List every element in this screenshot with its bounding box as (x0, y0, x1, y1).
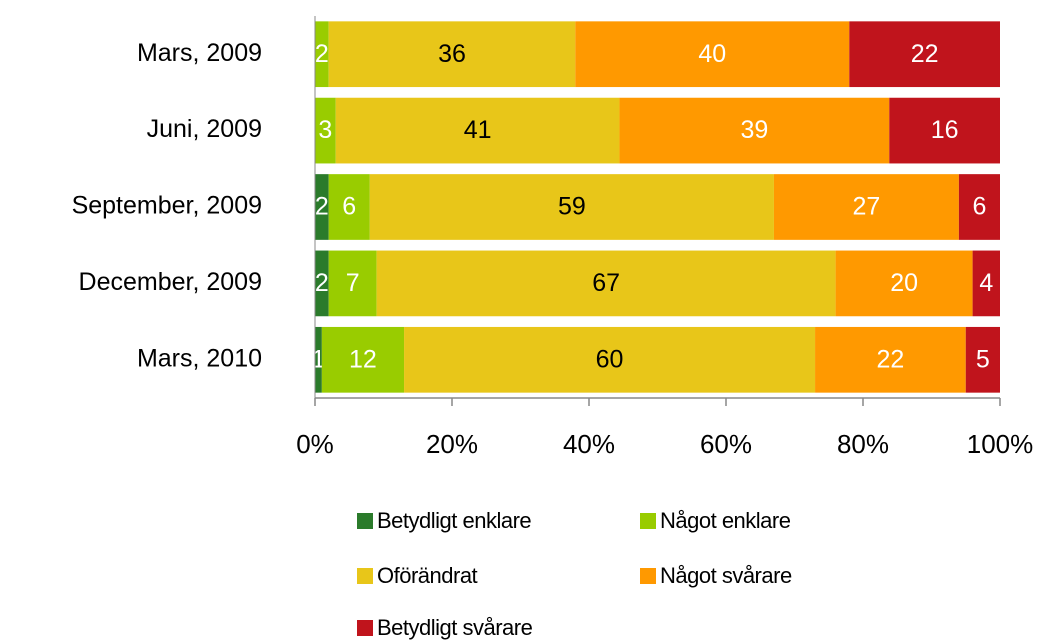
x-tick-label: 80% (837, 429, 889, 459)
x-tick-label: 20% (426, 429, 478, 459)
legend-label: Betydligt svårare (377, 615, 533, 640)
bar-segment (369, 174, 774, 240)
value-label: 27 (853, 193, 881, 221)
value-label: 20 (890, 269, 918, 297)
bar-segment (315, 250, 329, 317)
legend-swatch (357, 568, 373, 584)
legend-label: Något enklare (660, 508, 791, 533)
legend-label: Något svårare (660, 563, 792, 588)
legend-label: Oförändrat (377, 563, 478, 588)
bar-segment (972, 250, 1000, 317)
value-label: 7 (346, 269, 360, 297)
value-label: 67 (592, 269, 620, 297)
value-label: 39 (740, 116, 768, 144)
bar-segment (958, 174, 1000, 240)
bar-segment (404, 326, 816, 393)
bar-segment (315, 97, 336, 164)
value-label: 3 (318, 116, 332, 144)
bar-segment (315, 174, 329, 240)
value-label: 59 (558, 193, 586, 221)
y-tick-label: Mars, 2009 (137, 39, 262, 67)
x-tick-label: 100% (967, 429, 1034, 459)
legend-swatch (357, 513, 373, 529)
bar-segment (328, 250, 377, 317)
bar-segment (619, 97, 890, 164)
y-tick-label: September, 2009 (72, 192, 262, 220)
value-label: 60 (596, 345, 624, 373)
bar-segment (376, 250, 836, 317)
bar-segment (328, 21, 576, 88)
value-label: 5 (976, 345, 990, 373)
value-label: 36 (438, 40, 466, 68)
value-label: 2 (315, 193, 329, 221)
value-label: 16 (931, 116, 959, 144)
bar-segment (773, 174, 959, 240)
value-label: 4 (979, 269, 993, 297)
x-tick-label: 60% (700, 429, 752, 459)
legend-swatch (640, 568, 656, 584)
value-label: 22 (876, 345, 904, 373)
bar-segment (575, 21, 850, 88)
bar-segment (321, 326, 405, 393)
x-tick-label: 0% (296, 429, 334, 459)
value-label: 12 (349, 345, 377, 373)
value-label: 2 (315, 269, 329, 297)
y-tick-label: December, 2009 (79, 268, 262, 296)
legend-label: Betydligt enklare (377, 508, 531, 533)
legend-swatch (640, 513, 656, 529)
bar-segment (315, 21, 329, 88)
bar-segment (965, 326, 1000, 393)
value-label: 22 (911, 40, 939, 68)
bar-segment (315, 326, 322, 393)
y-tick-label: Juni, 2009 (147, 115, 262, 143)
bar-segment (335, 97, 620, 164)
value-label: 2 (315, 40, 329, 68)
legend-swatch (357, 620, 373, 636)
value-label: 6 (972, 193, 986, 221)
bar-segment (889, 97, 1000, 164)
x-tick-label: 40% (563, 429, 615, 459)
bar-segment (849, 21, 1000, 88)
value-label: 6 (342, 193, 356, 221)
value-label: 40 (698, 40, 726, 68)
value-label: 41 (464, 116, 492, 144)
bar-segment (835, 250, 973, 317)
bar-segment (328, 174, 370, 240)
y-tick-label: Mars, 2010 (137, 344, 262, 372)
bar-segment (815, 326, 966, 393)
